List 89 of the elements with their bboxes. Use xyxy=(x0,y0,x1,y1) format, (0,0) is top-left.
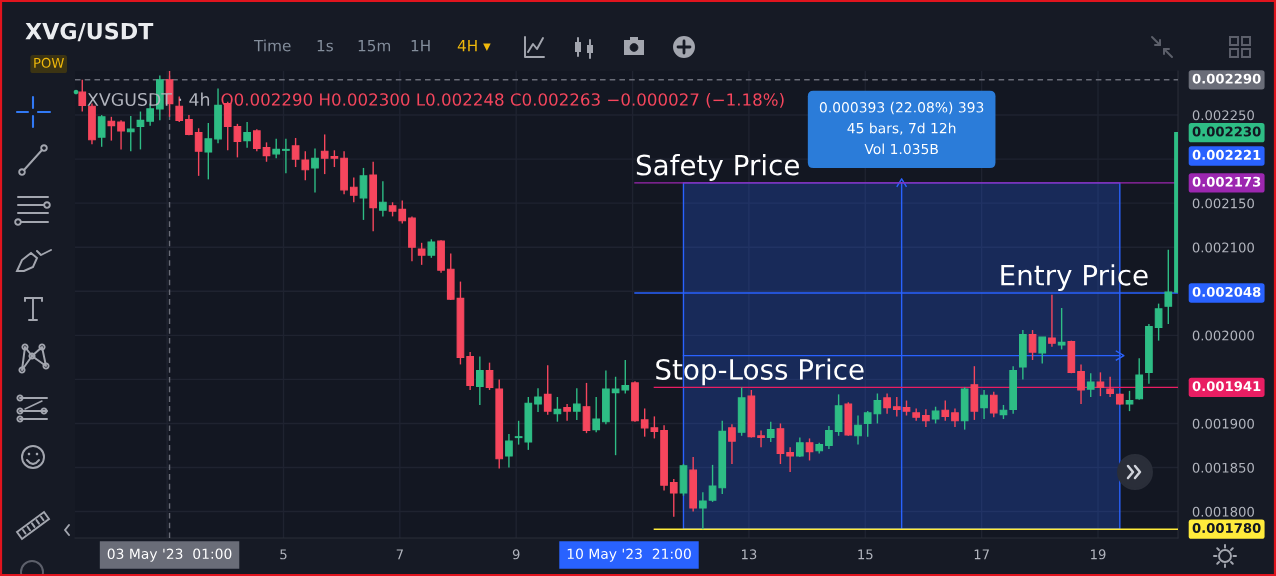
candlestick xyxy=(505,433,513,469)
text: 10 May '23 21:00 xyxy=(567,548,691,562)
candlestick xyxy=(204,122,213,181)
y-tick-label: 0.001900 xyxy=(1192,418,1254,429)
candlestick xyxy=(475,355,484,406)
text: 15m xyxy=(358,40,391,52)
text: 1H xyxy=(411,40,430,52)
candlestick xyxy=(107,116,116,142)
text: 1s xyxy=(317,40,333,52)
candlestick xyxy=(379,180,387,218)
candlestick xyxy=(892,396,901,418)
text: 4H ▾ xyxy=(457,40,491,52)
candlestick xyxy=(922,408,930,428)
text: POW xyxy=(34,57,64,68)
candlestick xyxy=(883,392,891,415)
candlestick xyxy=(1106,376,1114,398)
x-tick-label: 7 xyxy=(396,549,403,560)
candlestick xyxy=(1028,329,1037,361)
candlestick xyxy=(311,147,319,194)
candlestick xyxy=(1057,307,1066,351)
candlestick xyxy=(194,127,203,177)
text: 0.002221 xyxy=(1192,149,1261,160)
data-label: 0.002173 xyxy=(1192,176,1261,187)
candlestick xyxy=(699,491,707,530)
x-tick-label: 13 xyxy=(741,549,757,560)
candlestick xyxy=(592,396,601,433)
data-label: 0.001780 xyxy=(1192,523,1261,534)
candlestick xyxy=(669,478,678,518)
candlestick xyxy=(786,446,794,473)
candlestick xyxy=(951,407,959,428)
candlestick xyxy=(243,121,251,149)
candlestick xyxy=(359,167,368,221)
candlestick xyxy=(252,128,261,152)
ref-line-label: 0.002290 xyxy=(1192,73,1261,84)
annotation: Safety Price xyxy=(636,154,799,181)
candlestick xyxy=(795,436,804,458)
text: 0.002230 xyxy=(1192,126,1261,137)
candlestick xyxy=(1096,371,1105,397)
candlestick xyxy=(1086,372,1095,398)
candlestick xyxy=(1154,302,1163,342)
candlestick xyxy=(941,399,950,422)
candlestick xyxy=(825,425,833,450)
candlestick xyxy=(572,387,581,421)
x-tick-label: 15 xyxy=(858,549,873,560)
ref-line-label: 03 May '23 01:00 xyxy=(107,548,232,562)
chart-title: XVG/USDT xyxy=(25,22,154,42)
candlestick xyxy=(427,238,436,259)
candlestick xyxy=(282,138,290,174)
candlestick xyxy=(117,119,125,151)
y-tick-label: 0.001850 xyxy=(1192,462,1254,473)
candlestick xyxy=(175,95,184,123)
x-tick-label: 9 xyxy=(512,549,520,560)
candlestick xyxy=(349,176,358,203)
x-tick-label: 5 xyxy=(280,549,287,560)
candlestick xyxy=(805,437,814,462)
candlestick xyxy=(485,361,494,391)
candlestick xyxy=(417,242,426,266)
candlestick xyxy=(262,141,271,163)
y-tick-label: 0.002150 xyxy=(1192,198,1254,209)
data-label: 0.001941 xyxy=(1192,381,1261,392)
candlestick xyxy=(563,403,571,422)
candlestick xyxy=(1164,249,1173,325)
y-tick-label: 0.002000 xyxy=(1192,330,1254,341)
x-tick-label: 17 xyxy=(974,549,989,560)
candlestick xyxy=(1135,357,1144,401)
y-tick-label: 0.001800 xyxy=(1192,506,1254,517)
x-tick-label: 19 xyxy=(1091,549,1106,560)
candlestick xyxy=(1125,390,1134,412)
data-label: 0.002048 xyxy=(1192,286,1261,297)
candlestick xyxy=(582,382,591,434)
candlestick xyxy=(1048,294,1056,348)
candlestick xyxy=(272,138,281,159)
y-tick-label: 0.002250 xyxy=(1192,110,1254,121)
candlestick xyxy=(1038,336,1047,365)
candlestick xyxy=(757,429,765,448)
text: Time xyxy=(253,39,291,52)
candlestick xyxy=(534,387,542,413)
candlestick xyxy=(97,114,106,148)
candlestick xyxy=(1077,363,1085,405)
annotation: O0.002290 H0.002300 L0.002248 C0.002263 −0.000027 (−1.18%) xyxy=(221,92,784,108)
annotation: 0.000393 (22.08%) 393 45 bars, 7d 12h Vol 1.035B xyxy=(819,101,984,155)
candlestick xyxy=(980,389,988,420)
candlestick xyxy=(854,414,862,446)
y-tick-label: 0.002100 xyxy=(1192,242,1254,253)
candlestick xyxy=(553,396,562,423)
candlestick xyxy=(989,391,998,418)
candlestick xyxy=(766,420,775,443)
candlestick xyxy=(728,423,736,465)
candlestick xyxy=(543,364,552,416)
